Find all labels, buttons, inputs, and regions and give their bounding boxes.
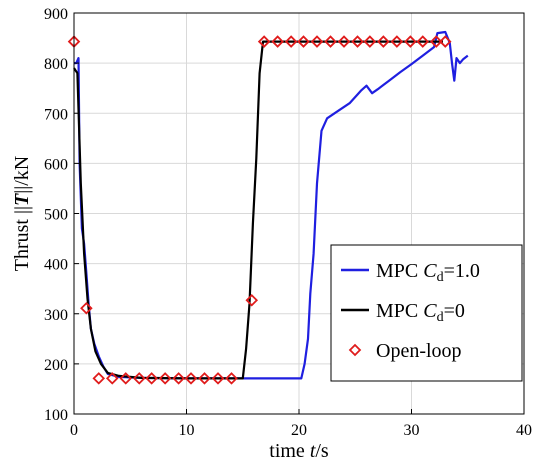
- open-loop-point: [351, 35, 364, 48]
- y-tick-label: 900: [44, 6, 68, 23]
- open-loop-point: [438, 35, 452, 48]
- y-tick-label: 500: [44, 207, 68, 224]
- y-axis-label: Thrust ||T||/kN: [11, 156, 33, 271]
- open-loop-point: [145, 372, 158, 385]
- open-loop-point: [271, 35, 284, 48]
- open-loop-point: [119, 372, 133, 385]
- legend-label-0: MPC Cd=1.0: [376, 260, 480, 285]
- x-tick-label: 30: [404, 422, 420, 439]
- open-loop-point: [225, 372, 238, 385]
- y-axis-label-italic: T: [11, 193, 33, 206]
- open-loop-point: [80, 301, 93, 315]
- x-axis-label-prefix: time: [269, 440, 310, 462]
- x-tick-label: 20: [291, 422, 307, 439]
- legend: MPC Cd=1.0 MPC Cd=0 Open-loop: [330, 244, 523, 382]
- open-loop-point: [404, 35, 417, 48]
- open-loop-point: [429, 35, 443, 48]
- y-axis-label-suffix: ||/kN: [11, 156, 33, 194]
- y-tick-label: 600: [44, 156, 68, 173]
- open-loop-point: [198, 372, 211, 385]
- open-loop-point: [211, 372, 225, 385]
- legend-label-2: Open-loop: [376, 340, 462, 362]
- open-loop-point: [172, 372, 185, 385]
- open-loop-point: [337, 35, 351, 48]
- open-loop-point: [390, 35, 404, 48]
- x-tick-label: 0: [70, 422, 78, 439]
- y-tick-label: 700: [44, 106, 68, 123]
- open-loop-point: [324, 35, 337, 48]
- x-axis-label-suffix: /s: [315, 440, 329, 462]
- open-loop-point: [257, 35, 271, 48]
- x-axis-label-italic: t: [310, 440, 316, 462]
- x-tick-label: 40: [516, 422, 532, 439]
- legend-entries: MPC Cd=1.0 MPC Cd=0 Open-loop: [341, 260, 480, 362]
- y-tick-label: 800: [44, 56, 68, 73]
- y-tick-label: 100: [44, 407, 68, 424]
- open-loop-point: [416, 35, 430, 48]
- open-loop-point: [297, 35, 310, 48]
- open-loop-point: [284, 35, 298, 48]
- open-loop-point: [377, 35, 390, 48]
- open-loop-point: [184, 372, 198, 385]
- grid-lines: [74, 13, 524, 414]
- legend-swatch-2: [348, 343, 362, 357]
- y-tick-label: 300: [44, 307, 68, 324]
- y-axis-label-prefix: Thrust ||: [11, 206, 33, 271]
- open-loop-point: [363, 35, 377, 48]
- legend-box: [330, 244, 523, 382]
- open-loop-point: [245, 293, 259, 307]
- tick-labels: 0 10 20 30 40 100 200 300 400 500 600 700 800 900: [44, 6, 532, 439]
- open-loop-point: [92, 372, 106, 385]
- open-loop-point: [310, 35, 324, 48]
- x-axis-label: time t/s: [269, 440, 329, 462]
- open-loop-point: [105, 372, 119, 385]
- y-tick-label: 400: [44, 257, 68, 274]
- open-loop-point: [132, 372, 146, 385]
- open-loop-point: [158, 372, 172, 385]
- y-tick-label: 200: [44, 357, 68, 374]
- x-tick-label: 10: [179, 422, 195, 439]
- legend-label-1: MPC Cd=0: [376, 300, 465, 325]
